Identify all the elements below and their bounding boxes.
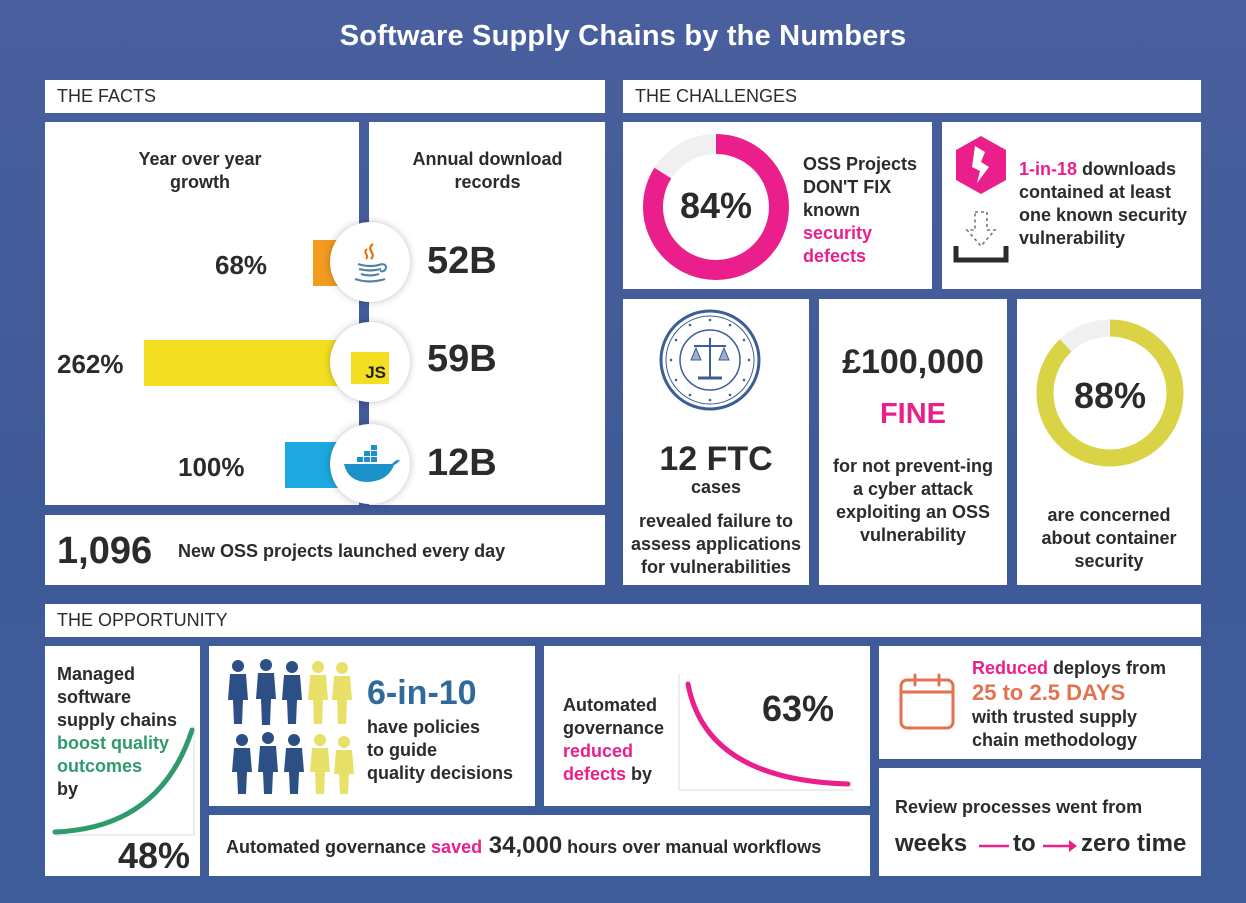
ftc-text: revealed failure to assess applications … — [630, 511, 802, 577]
docker-growth: 100% — [178, 452, 245, 482]
facts-header: THE FACTS — [45, 80, 605, 113]
js-growth: 262% — [57, 349, 124, 379]
downloads-label: Annual download records — [412, 149, 563, 192]
quality-panel — [45, 646, 200, 876]
page-title: Software Supply Chains by the Numbers — [339, 20, 907, 52]
new-projects-panel — [45, 515, 605, 585]
java-downloads: 52B — [427, 240, 497, 282]
oss-donut-value — [643, 134, 789, 280]
download-arrow-icon — [965, 211, 997, 248]
quality-growth-curve — [52, 725, 195, 836]
docker-downloads: 12B — [427, 442, 497, 484]
ftc-sub: cases — [690, 477, 742, 497]
arrow-right-icon — [1043, 840, 1077, 852]
container-panel — [1017, 299, 1201, 585]
review-line: Review processes went from — [895, 797, 1143, 817]
container-text: are concerned about container security — [1041, 505, 1177, 571]
ftc-seal-icon — [659, 309, 761, 411]
java-icon — [354, 243, 387, 283]
navy-figures — [228, 659, 304, 794]
policies-panel — [209, 646, 535, 806]
javascript-icon: JS — [351, 352, 389, 384]
oss-percent: 84% — [679, 185, 753, 226]
review-from: weeks — [895, 830, 968, 857]
js-downloads: 59B — [427, 338, 497, 380]
policies-stat: 6-in-10 — [367, 674, 477, 712]
docker-icon-circle — [330, 424, 410, 504]
fine-panel — [819, 299, 1007, 585]
oss-donut — [643, 134, 789, 280]
deploys-text: Reduced deploys from 25 to 2.5 DAYS with… — [972, 658, 1167, 750]
deploys-panel — [879, 646, 1201, 759]
new-projects-text: New OSS projects launched every day — [178, 541, 506, 561]
hours-text: Automated governance saved 34,000 hours … — [226, 832, 822, 859]
js-icon-circle: JS — [330, 322, 410, 402]
fine-amount: £100,000 — [842, 343, 984, 381]
container-donut — [1036, 319, 1184, 467]
review-flow: weeks to zero time — [895, 830, 1195, 862]
container-percent: 88% — [1073, 375, 1147, 416]
container-donut-value — [1036, 319, 1184, 467]
policies-text: have policies to guide quality decisions — [367, 717, 514, 783]
vuln-download-icon — [953, 136, 1009, 263]
growth-label: Year over year growth — [138, 149, 262, 192]
defects-percent: 63% — [762, 688, 835, 729]
quality-percent: 48% — [118, 835, 191, 876]
review-panel — [879, 768, 1201, 876]
defects-text: Automated governance reduced defects by — [563, 695, 665, 784]
fine-label: FINE — [879, 398, 947, 430]
facts-growth-panel — [45, 122, 359, 505]
quality-text: Managed software supply chains boost qua… — [57, 664, 178, 799]
arrow-line-1 — [979, 844, 1009, 848]
oss-text: OSS Projects DON'T FIX known security de… — [803, 154, 918, 266]
ftc-number: 12 FTC — [659, 440, 773, 478]
docker-icon — [344, 445, 400, 482]
facts-downloads-panel — [369, 122, 605, 505]
new-projects-number: 1,096 — [57, 530, 153, 572]
defects-decline-curve — [678, 674, 854, 791]
challenges-header: THE CHALLENGES — [623, 80, 1201, 113]
vuln-downloads-text: 1-in-18 downloads contained at least one… — [1019, 159, 1188, 248]
hours-panel — [209, 815, 870, 876]
opportunity-header: THE OPPORTUNITY — [45, 604, 1201, 637]
java-icon-circle — [330, 222, 410, 302]
people-figures-icon — [228, 659, 354, 794]
review-end: zero time — [1081, 830, 1187, 857]
fine-text: for not prevent-ing a cyber attack explo… — [833, 456, 993, 545]
review-to: to — [1013, 830, 1036, 857]
yellow-figures — [308, 661, 354, 794]
calendar-icon — [899, 673, 955, 730]
java-growth: 68% — [215, 250, 268, 280]
